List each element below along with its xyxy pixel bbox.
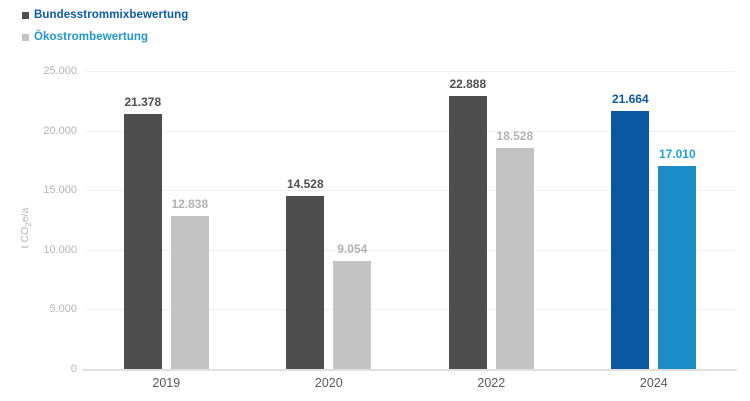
legend-label-oekostrombewertung: Ökostrombewertung	[34, 31, 149, 43]
legend-marker-dark-square-icon	[22, 11, 29, 19]
y-axis-title-subscript: 2	[24, 222, 34, 227]
chart-legend: Bundesstrommixbewertung Ökostrombewertun…	[22, 4, 188, 48]
value-label-2024-bundesstrommix: 21.664	[611, 91, 649, 106]
bar-bundesstrommix-2022	[448, 96, 487, 369]
gridline-5.000	[85, 309, 735, 310]
gridline-25.000	[85, 71, 735, 72]
gridline-20.000	[85, 131, 735, 132]
value-label-2019-oekostrom: 12.838	[171, 197, 209, 211]
y-tick-label: 15.000	[43, 184, 77, 196]
y-axis-title-unit: e/a	[19, 207, 31, 223]
x-axis-label-2022: 2022	[477, 376, 506, 390]
value-label-2020-bundesstrommix: 14.528	[286, 176, 324, 191]
bar-oekostrom-2022	[495, 148, 534, 369]
x-axis-label-2019: 2019	[152, 376, 181, 390]
value-label-2019-bundesstrommix: 21.378	[124, 95, 162, 110]
bar-bundesstrommix-2024	[611, 110, 650, 369]
value-label-2024-oekostrom: 17.010	[658, 147, 696, 162]
value-label-2022-bundesstrommix: 22.888	[449, 77, 487, 92]
x-axis-label-2020: 2020	[314, 376, 343, 390]
x-axis-line	[83, 369, 737, 371]
y-tick-label: 0	[70, 363, 77, 375]
value-label-2022-oekostrom: 18.528	[496, 129, 534, 144]
y-tick-label: 25.000	[43, 65, 77, 77]
y-tick-label: 20.000	[43, 125, 77, 137]
y-tick-label: 5.000	[49, 303, 77, 315]
x-axis-label-2024: 2024	[639, 376, 668, 390]
legend-marker-light-square-icon	[22, 33, 29, 41]
legend-item-bundesstrommixbewertung: Bundesstrommixbewertung	[22, 4, 188, 26]
bar-oekostrom-2019	[170, 216, 209, 369]
y-tick-label: 10.000	[43, 244, 77, 256]
legend-item-oekostrombewertung: Ökostrombewertung	[22, 26, 188, 48]
bar-bundesstrommix-2019	[123, 114, 162, 369]
value-label-2020-oekostrom: 9.054	[337, 242, 368, 257]
gridline-10.000	[85, 250, 735, 251]
gridline-15.000	[85, 190, 735, 191]
bar-oekostrom-2024	[658, 166, 697, 369]
legend-label-bundesstrommixbewertung: Bundesstrommixbewertung	[34, 9, 189, 21]
bar-oekostrom-2020	[333, 261, 372, 369]
bar-bundesstrommix-2020	[286, 195, 325, 369]
